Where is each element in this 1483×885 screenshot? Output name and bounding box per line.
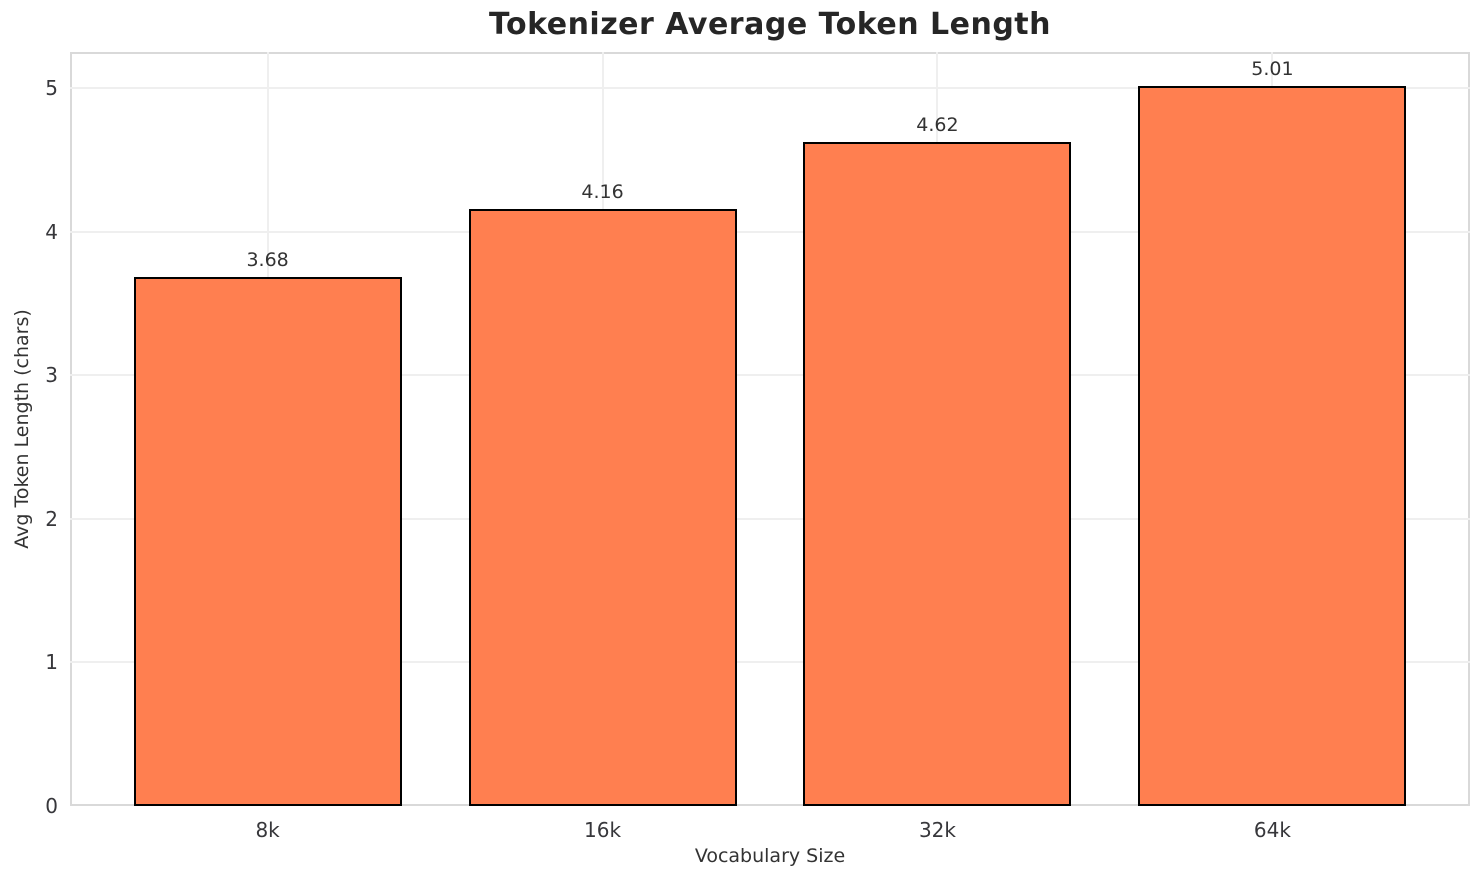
y-tick-label: 1 (45, 650, 58, 675)
bar-value-label: 4.62 (916, 114, 959, 137)
bar (1138, 86, 1407, 806)
bar-value-label: 4.16 (581, 180, 624, 203)
y-tick-label: 4 (45, 219, 58, 244)
y-tick-label: 5 (45, 75, 58, 100)
h-gridline (70, 230, 1470, 233)
y-tick-label: 2 (45, 506, 58, 531)
chart-title: Tokenizer Average Token Length (488, 7, 1051, 42)
x-tick-label: 64k (1253, 818, 1291, 842)
y-tick-label: 0 (45, 794, 58, 818)
bar (803, 142, 1072, 806)
bar-value-label: 5.01 (1251, 58, 1294, 81)
y-tick-label: 3 (45, 363, 58, 388)
h-gridline (70, 661, 1470, 664)
h-gridline (70, 86, 1470, 89)
h-gridline (70, 517, 1470, 520)
bar (133, 277, 402, 806)
x-tick-label: 32k (918, 818, 956, 842)
bar (468, 208, 737, 806)
x-tick-label: 16k (584, 818, 622, 842)
x-tick-label: 8k (255, 818, 280, 842)
bar-value-label: 3.68 (246, 249, 289, 272)
x-axis-label: Vocabulary Size (694, 845, 846, 867)
h-gridline (70, 374, 1470, 377)
